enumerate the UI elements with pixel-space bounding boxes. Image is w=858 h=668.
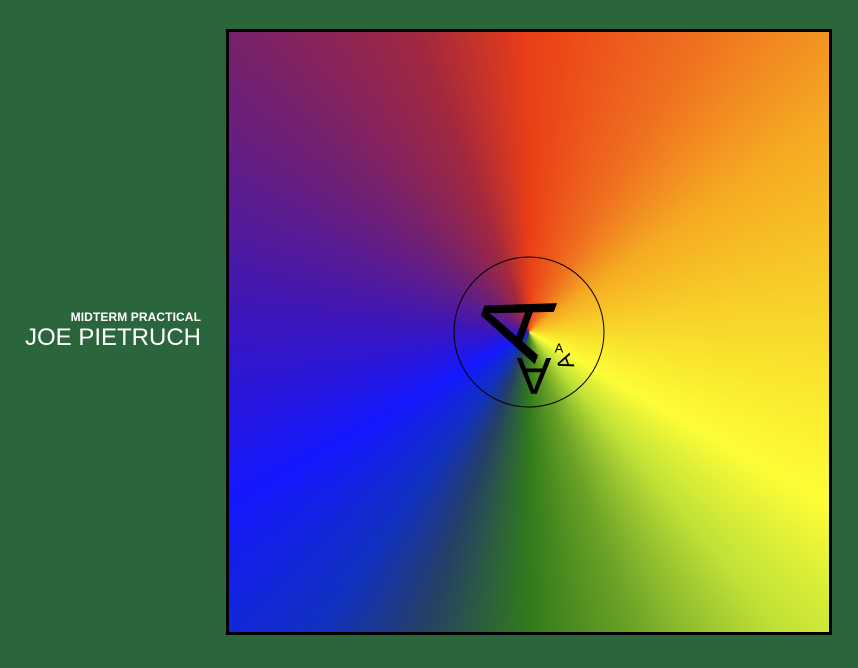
author-name: JOE PIETRUCH: [24, 324, 201, 351]
color-wheel-canvas: A A A A: [226, 29, 832, 635]
subtitle: MIDTERM PRACTICAL: [70, 310, 201, 324]
glyph-tiny: A: [555, 341, 564, 356]
center-circle: [453, 256, 605, 408]
title-block: MIDTERM PRACTICAL JOE PIETRUCH: [25, 310, 201, 352]
artwork-svg: A A A A: [451, 256, 605, 408]
glyph-large: A: [451, 272, 577, 372]
glyph-medium: A: [516, 346, 551, 404]
